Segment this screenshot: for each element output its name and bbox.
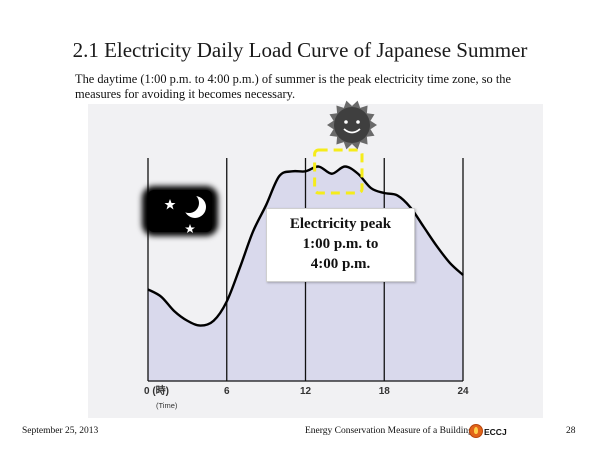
footer-title: Energy Conservation Measure of a Buildin… <box>305 426 473 436</box>
x-unit-label: (Time) <box>156 401 178 410</box>
slide-title: 2.1 Electricity Daily Load Curve of Japa… <box>72 38 528 62</box>
callout-line-2: 1:00 p.m. to <box>302 236 379 252</box>
x-tick-label-18: 18 <box>379 386 391 397</box>
footer-date: September 25, 2013 <box>22 426 99 436</box>
sun-face-icon <box>327 100 377 150</box>
night-moon-stars-icon <box>142 186 218 236</box>
callout-line-3: 4:00 p.m. <box>310 256 371 272</box>
peak-highlight-box <box>313 148 364 195</box>
slide-description: The daytime (1:00 p.m. to 4:00 p.m.) of … <box>75 72 511 101</box>
footer-org: ECCJ <box>484 427 507 437</box>
electricity-peak-callout: Electricity peak 1:00 p.m. to 4:00 p.m. <box>266 208 415 282</box>
x-tick-label-6: 6 <box>224 386 230 397</box>
callout-line-1: Electricity peak <box>289 216 392 232</box>
eccj-logo-icon <box>469 424 483 438</box>
load-curve-line <box>147 165 464 327</box>
x-tick-label-0: 0 (時) <box>144 384 169 397</box>
page-number: 28 <box>566 426 576 436</box>
x-tick-label-24: 24 <box>457 386 469 397</box>
x-tick-label-12: 12 <box>300 386 312 397</box>
